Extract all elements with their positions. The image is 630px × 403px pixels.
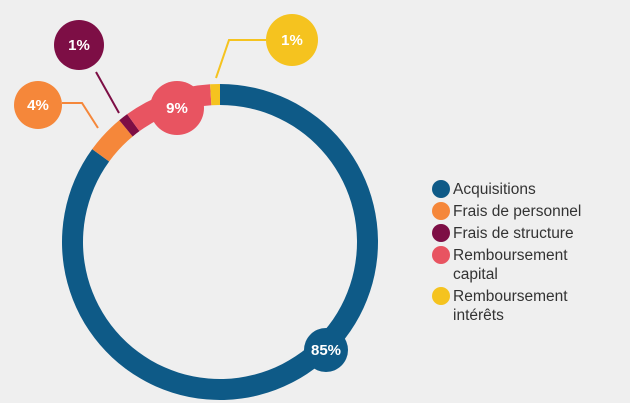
value-label-badge	[54, 20, 104, 70]
leader-lines	[62, 39, 266, 129]
value-label-badge	[304, 328, 348, 372]
value-label: 4%	[27, 97, 49, 114]
legend-swatch	[432, 180, 450, 198]
legend-label: Frais de structure	[453, 225, 574, 242]
value-label: 85%	[311, 342, 341, 359]
leader-line	[62, 102, 99, 129]
legend-label: Remboursement intérêts	[453, 288, 568, 324]
value-label: 9%	[166, 100, 188, 117]
value-label-badge	[14, 81, 62, 129]
legend-swatch	[432, 287, 450, 305]
legend: Acquisitions Frais de personnel Frais de s…	[432, 180, 584, 328]
legend-item: Remboursement intérêts	[432, 287, 584, 325]
value-label-badge	[266, 14, 318, 66]
donut-slice	[119, 114, 140, 137]
donut-slice	[210, 84, 220, 106]
leader-line	[95, 71, 120, 114]
legend-label: Frais de personnel	[453, 203, 582, 220]
leader-line	[215, 39, 266, 79]
value-label-badge	[150, 81, 204, 135]
legend-swatch	[432, 202, 450, 220]
legend-item: Remboursement capital	[432, 246, 584, 284]
legend-item: Frais de personnel	[432, 202, 584, 221]
donut-slice	[92, 120, 133, 162]
legend-swatch	[432, 224, 450, 242]
legend-swatch	[432, 246, 450, 264]
value-label: 1%	[68, 37, 90, 54]
value-label: 1%	[281, 32, 303, 49]
legend-item: Frais de structure	[432, 224, 584, 243]
legend-label: Remboursement capital	[453, 247, 568, 283]
legend-item: Acquisitions	[432, 180, 584, 199]
legend-label: Acquisitions	[453, 181, 536, 198]
